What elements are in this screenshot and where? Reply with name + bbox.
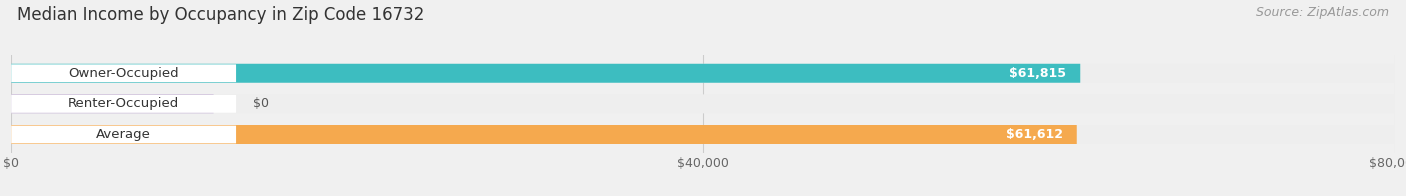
Text: Source: ZipAtlas.com: Source: ZipAtlas.com [1256, 6, 1389, 19]
FancyBboxPatch shape [11, 94, 214, 113]
FancyBboxPatch shape [11, 64, 1080, 83]
FancyBboxPatch shape [11, 94, 1395, 113]
FancyBboxPatch shape [11, 64, 236, 82]
Text: $0: $0 [253, 97, 270, 110]
Text: Median Income by Occupancy in Zip Code 16732: Median Income by Occupancy in Zip Code 1… [17, 6, 425, 24]
FancyBboxPatch shape [11, 64, 1395, 83]
Text: Renter-Occupied: Renter-Occupied [67, 97, 180, 110]
FancyBboxPatch shape [11, 125, 1077, 144]
Text: Owner-Occupied: Owner-Occupied [69, 67, 179, 80]
Text: $61,612: $61,612 [1005, 128, 1063, 141]
FancyBboxPatch shape [11, 126, 236, 143]
FancyBboxPatch shape [11, 95, 236, 113]
Text: $61,815: $61,815 [1010, 67, 1066, 80]
FancyBboxPatch shape [11, 125, 1395, 144]
Text: Average: Average [96, 128, 150, 141]
